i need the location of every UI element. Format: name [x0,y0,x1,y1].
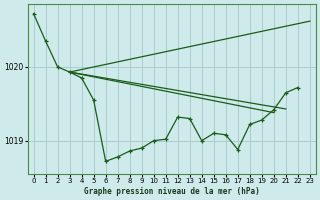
X-axis label: Graphe pression niveau de la mer (hPa): Graphe pression niveau de la mer (hPa) [84,187,260,196]
